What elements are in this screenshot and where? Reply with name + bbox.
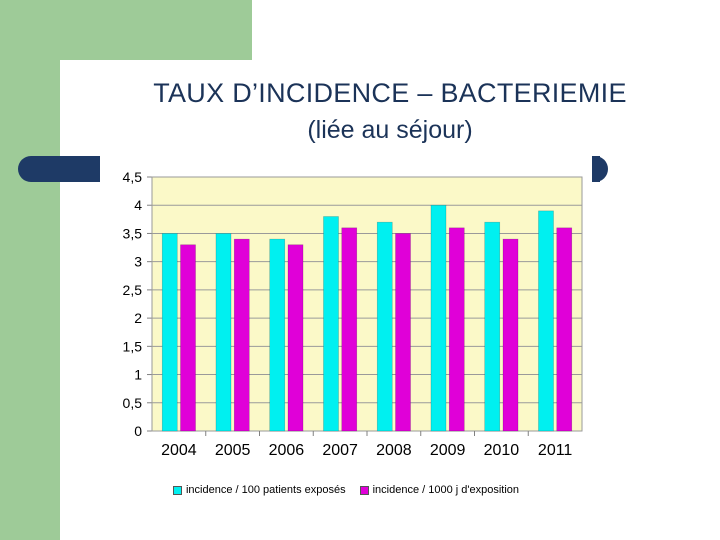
green-side-strip <box>0 0 60 540</box>
green-top-block <box>60 0 252 60</box>
y-tick-label: 3 <box>134 254 142 270</box>
legend-swatch-series-2 <box>359 485 369 495</box>
legend-label-series-1: incidence / 100 patients exposés <box>185 484 346 496</box>
bar-series-1-2004 <box>161 233 178 432</box>
legend-item-series-2: incidence / 1000 j d'exposition <box>359 484 520 496</box>
x-tick-label: 2007 <box>322 442 358 459</box>
legend-label-series-2: incidence / 1000 j d'exposition <box>372 484 520 496</box>
chart-legend: incidence / 100 patients exposés inciden… <box>100 484 592 496</box>
x-tick-label: 2008 <box>376 442 412 459</box>
bar-series-1-2009 <box>430 204 447 432</box>
bar-chart: 0 0,5 1 1,5 2 2,5 3 3,5 4 4,5 2004 2005 2006 2007 2008… <box>123 169 583 459</box>
bar-series-2-2010 <box>502 238 519 432</box>
title-divider-cap <box>592 156 600 182</box>
y-tick-label: 1,5 <box>123 338 143 354</box>
x-tick-label: 2005 <box>215 442 251 459</box>
bar-series-1-2007 <box>323 216 339 432</box>
bar-series-2-2008 <box>395 233 411 432</box>
bar-series-1-2006 <box>269 238 286 432</box>
legend-swatch-series-1 <box>172 485 182 495</box>
bar-series-1-2005 <box>215 233 232 432</box>
x-tick-label: 2006 <box>269 442 305 459</box>
y-tick-label: 0 <box>134 423 142 439</box>
bar-series-2-2006 <box>287 244 304 432</box>
bar-series-1-2011 <box>538 210 554 432</box>
bar-series-2-2009 <box>448 227 465 432</box>
y-tick-label: 1 <box>134 367 142 383</box>
bar-series-2-2004 <box>180 244 196 432</box>
y-tick-label: 3,5 <box>123 225 143 241</box>
bar-series-2-2007 <box>341 227 358 432</box>
bar-series-1-2010 <box>484 221 501 432</box>
bar-series-1-2008 <box>376 221 393 432</box>
y-tick-label: 4 <box>134 197 142 213</box>
bar-series-2-2005 <box>233 238 250 432</box>
x-tick-label: 2009 <box>430 442 466 459</box>
slide-title: TAUX D’INCIDENCE – BACTERIEMIE <box>153 78 627 108</box>
legend-item-series-1: incidence / 100 patients exposés <box>172 484 346 496</box>
y-tick-label: 2 <box>134 310 142 326</box>
x-tick-label: 2011 <box>538 442 573 459</box>
slide-subtitle: (liée au séjour) <box>307 116 473 144</box>
y-tick-label: 4,5 <box>123 169 143 185</box>
bar-series-2-2011 <box>556 227 573 432</box>
y-tick-label: 0,5 <box>123 395 143 411</box>
x-tick-label: 2010 <box>484 442 520 459</box>
x-tick-label: 2004 <box>161 442 197 459</box>
y-tick-label: 2,5 <box>123 282 143 298</box>
